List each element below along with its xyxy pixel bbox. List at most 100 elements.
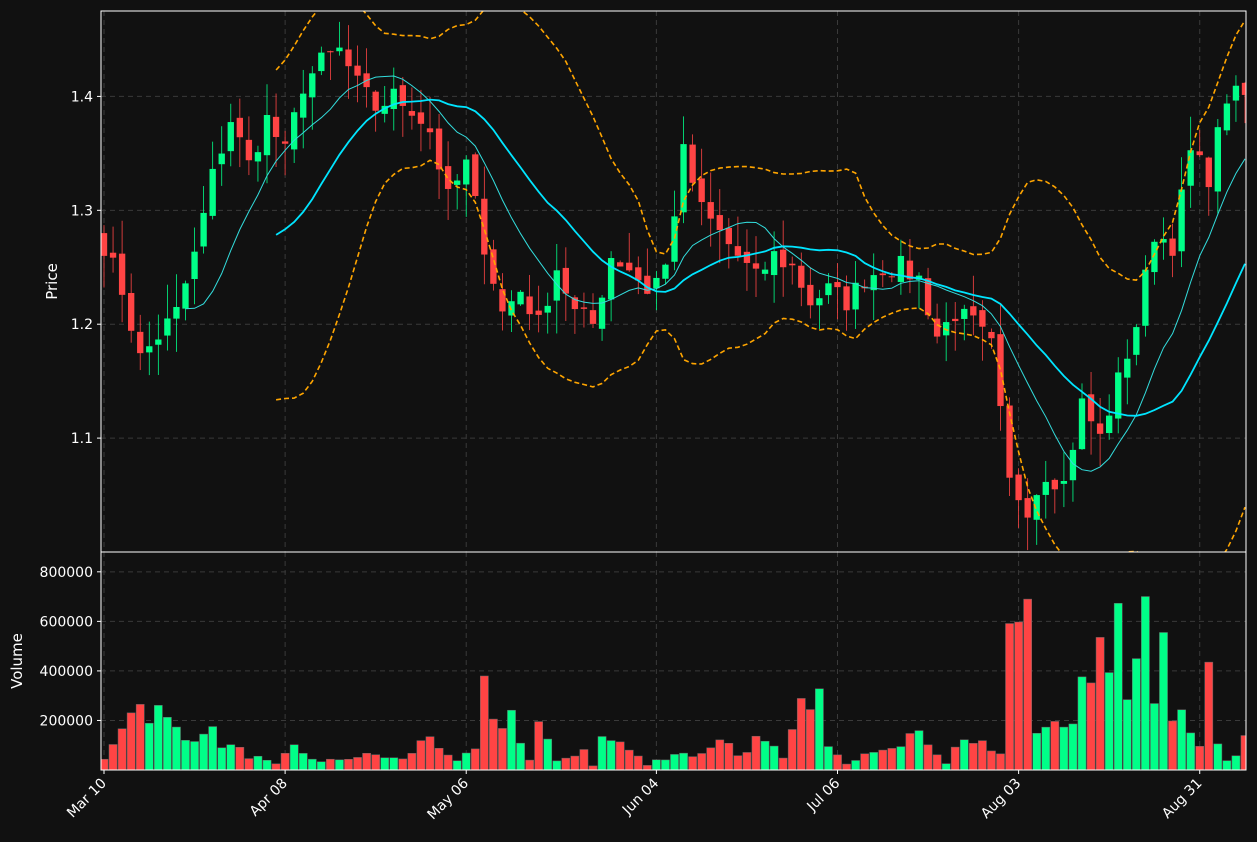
volume-bar (1213, 743, 1223, 770)
volume-bar (1059, 726, 1069, 770)
volume-bar (833, 754, 842, 770)
candle-body (752, 263, 760, 269)
candle-body (1160, 239, 1167, 243)
volume-bar (824, 746, 833, 770)
candle-body (924, 278, 932, 316)
candle-body (254, 152, 262, 162)
candle-body (173, 307, 180, 319)
volume-bar (1032, 733, 1042, 770)
candle-body (318, 52, 325, 72)
volume-bar (860, 753, 869, 770)
candle-body (245, 139, 253, 161)
candle-body (408, 111, 416, 116)
volume-bar (244, 758, 254, 770)
volume-bar (769, 745, 779, 770)
volume-bar (815, 688, 824, 770)
volume-bar (806, 709, 815, 770)
volume-bar (733, 755, 743, 770)
candle-body (952, 318, 959, 322)
volume-bar (389, 757, 399, 770)
candle-body (616, 262, 624, 267)
volume-bar (552, 760, 562, 770)
candle-body (426, 128, 434, 133)
candle-body (1024, 498, 1031, 518)
volume-bar (1005, 623, 1014, 770)
candle-body (580, 307, 588, 309)
volume-bar (643, 765, 652, 770)
volume-bar (226, 744, 236, 770)
candle-body (888, 276, 896, 278)
candle-body (309, 73, 316, 98)
volume-bar (398, 758, 408, 770)
candle-body (1133, 327, 1140, 355)
volume-bar (443, 754, 453, 770)
volume-bar (905, 733, 915, 770)
volume-bar (679, 752, 688, 770)
volume-bar (135, 704, 145, 770)
volume-bar (1141, 596, 1150, 770)
candle-body (1051, 479, 1059, 490)
volume-bar (633, 755, 643, 770)
volume-bar (1023, 598, 1032, 770)
candle-body (263, 115, 271, 156)
volume-bar (380, 757, 390, 770)
candle-body (571, 297, 579, 310)
candle-body (779, 249, 787, 268)
candle-body (1178, 189, 1185, 252)
candle-body (381, 105, 388, 114)
volume-bar (144, 722, 154, 770)
volume-bar (154, 705, 163, 770)
candle-body (644, 275, 651, 294)
candle-body (725, 227, 733, 245)
candle-body (281, 141, 289, 144)
volume-bar (407, 753, 417, 770)
volume-bar (969, 743, 978, 770)
candle-body (336, 47, 343, 52)
candle-body (526, 296, 533, 315)
candle-body (662, 264, 669, 279)
candle-body (997, 334, 1004, 407)
volume-bar (335, 759, 344, 770)
candle-body (607, 258, 615, 300)
candle-body (770, 251, 778, 276)
volume-bar (941, 763, 951, 770)
candle-body (852, 282, 859, 310)
candle-body (961, 308, 968, 319)
volume-bar (1113, 603, 1123, 770)
candle-body (1214, 127, 1222, 192)
volume-bar (959, 739, 969, 770)
candle-body (101, 233, 108, 256)
candle-body (1241, 82, 1246, 95)
candle-body (1124, 358, 1131, 378)
candle-body (399, 85, 407, 106)
volume-bar (606, 740, 616, 770)
candle-body (825, 283, 832, 296)
volume-bar (1050, 721, 1060, 770)
candle-body (1087, 394, 1095, 422)
candle-body (182, 283, 189, 309)
candle-body (671, 216, 678, 262)
volume-bar (353, 757, 362, 770)
volume-bar (579, 749, 589, 770)
price-ytick-label: 1.1 (71, 431, 93, 447)
volume-bar (371, 754, 380, 770)
volume-bar (1086, 682, 1096, 770)
candle-body (970, 306, 977, 316)
volume-ytick-label: 400000 (40, 664, 93, 680)
candle-body (789, 263, 796, 266)
candle-body (698, 178, 705, 203)
volume-bar (298, 753, 308, 770)
candle-body (272, 116, 280, 138)
candle-body (761, 269, 769, 274)
candle-body (689, 144, 696, 183)
candle-body (191, 251, 198, 280)
volume-bar (307, 758, 317, 770)
volume-bar (317, 761, 326, 770)
candle-body (218, 153, 225, 165)
volume-bar (480, 675, 489, 770)
candle-body (390, 88, 397, 110)
volume-bar (543, 738, 553, 770)
candle-body (354, 65, 361, 76)
candle-body (1069, 449, 1077, 481)
